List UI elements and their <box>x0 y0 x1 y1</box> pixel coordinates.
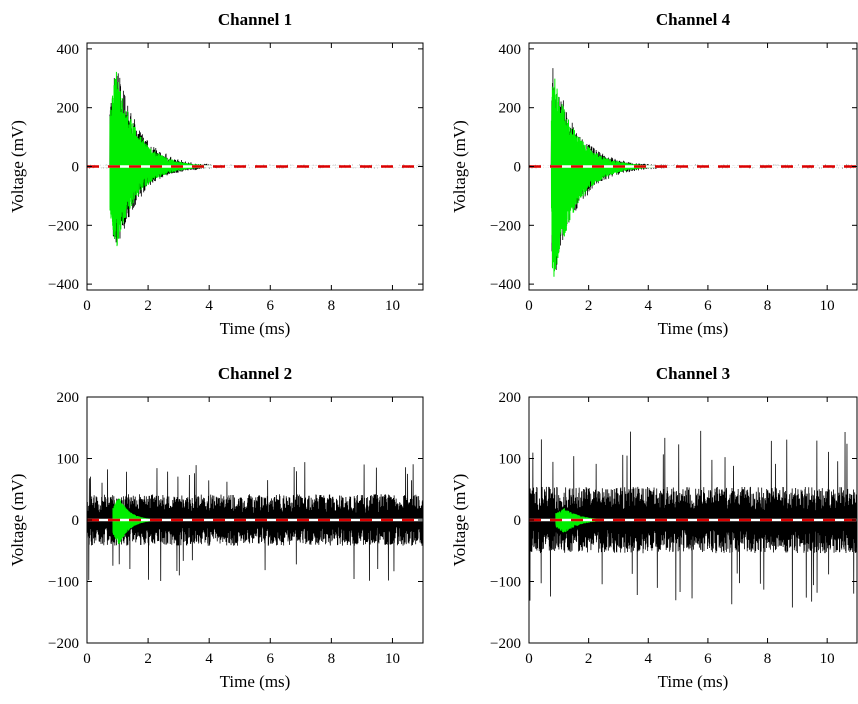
y-axis-label: Voltage (mV) <box>8 474 27 567</box>
chart-title: Channel 2 <box>218 364 292 383</box>
x-tick-label: 2 <box>585 651 593 667</box>
x-tick-label: 6 <box>704 651 712 667</box>
y-tick-label: 400 <box>57 42 80 58</box>
chart-title: Channel 3 <box>656 364 730 383</box>
y-tick-label: 0 <box>72 513 80 529</box>
x-tick-label: 0 <box>525 651 533 667</box>
x-tick-label: 10 <box>820 651 835 667</box>
panel-2: 0 2 4 6 8 10 −400 −200 0 200 400 Channel 4 Time (ms)… <box>450 10 858 338</box>
y-axis-label: Voltage (mV) <box>450 474 469 567</box>
x-tick-label: 8 <box>764 651 772 667</box>
x-axis-label: Time (ms) <box>220 672 291 691</box>
x-tick-label: 4 <box>205 298 213 314</box>
y-tick-label: −200 <box>490 636 521 652</box>
x-axis-label: Time (ms) <box>658 319 729 338</box>
y-tick-label: −200 <box>48 636 79 652</box>
plot-area <box>87 71 423 247</box>
panel-3: 0 2 4 6 8 10 −200 −100 0 100 200 Channel 2 Time (ms)… <box>8 364 424 691</box>
y-tick-label: −200 <box>490 218 521 234</box>
x-tick-label: 8 <box>328 298 336 314</box>
y-axis-label: Voltage (mV) <box>450 120 469 213</box>
signal-trace <box>109 71 219 247</box>
x-tick-label: 2 <box>144 298 152 314</box>
y-tick-label: 100 <box>57 452 80 468</box>
x-tick-label: 6 <box>267 298 275 314</box>
y-tick-label: 400 <box>499 42 522 58</box>
signal-trace <box>550 78 664 277</box>
panel-1: 0 2 4 6 8 10 −400 −200 0 200 400 Channel 1 Time (ms)… <box>8 10 424 338</box>
y-tick-label: 100 <box>499 452 522 468</box>
y-tick-label: −100 <box>490 575 521 591</box>
y-tick-label: 200 <box>57 101 80 117</box>
raw-trace <box>529 430 857 608</box>
y-tick-label: −400 <box>490 277 521 293</box>
plot-area <box>529 68 857 277</box>
y-tick-label: −200 <box>48 218 79 234</box>
x-tick-label: 8 <box>328 651 336 667</box>
chart-title: Channel 4 <box>656 10 731 29</box>
x-tick-label: 8 <box>764 298 772 314</box>
x-tick-label: 0 <box>525 298 533 314</box>
y-tick-label: −100 <box>48 575 79 591</box>
y-tick-label: 0 <box>514 513 522 529</box>
y-axis-label: Voltage (mV) <box>8 120 27 213</box>
x-axis-label: Time (ms) <box>658 672 729 691</box>
y-tick-label: −400 <box>48 277 79 293</box>
x-tick-label: 4 <box>645 298 653 314</box>
x-tick-label: 2 <box>144 651 152 667</box>
y-tick-label: 200 <box>499 101 522 117</box>
y-tick-label: 0 <box>72 160 80 176</box>
y-tick-label: 200 <box>57 390 80 406</box>
plot-area <box>87 462 423 581</box>
y-tick-label: 200 <box>499 390 522 406</box>
panel-4: 0 2 4 6 8 10 −200 −100 0 100 200 Channel 3 Time (ms)… <box>450 364 858 691</box>
x-axis-label: Time (ms) <box>220 319 291 338</box>
x-tick-label: 10 <box>820 298 835 314</box>
x-tick-label: 4 <box>205 651 213 667</box>
signal-trace <box>112 498 155 545</box>
x-tick-label: 10 <box>385 298 400 314</box>
x-tick-label: 6 <box>267 651 275 667</box>
x-tick-label: 0 <box>83 298 91 314</box>
y-tick-label: 0 <box>514 160 522 176</box>
x-tick-label: 10 <box>385 651 400 667</box>
x-tick-label: 0 <box>83 651 91 667</box>
plot-area <box>529 430 857 608</box>
x-tick-label: 2 <box>585 298 593 314</box>
chart-title: Channel 1 <box>218 10 292 29</box>
x-tick-label: 4 <box>645 651 653 667</box>
x-tick-label: 6 <box>704 298 712 314</box>
